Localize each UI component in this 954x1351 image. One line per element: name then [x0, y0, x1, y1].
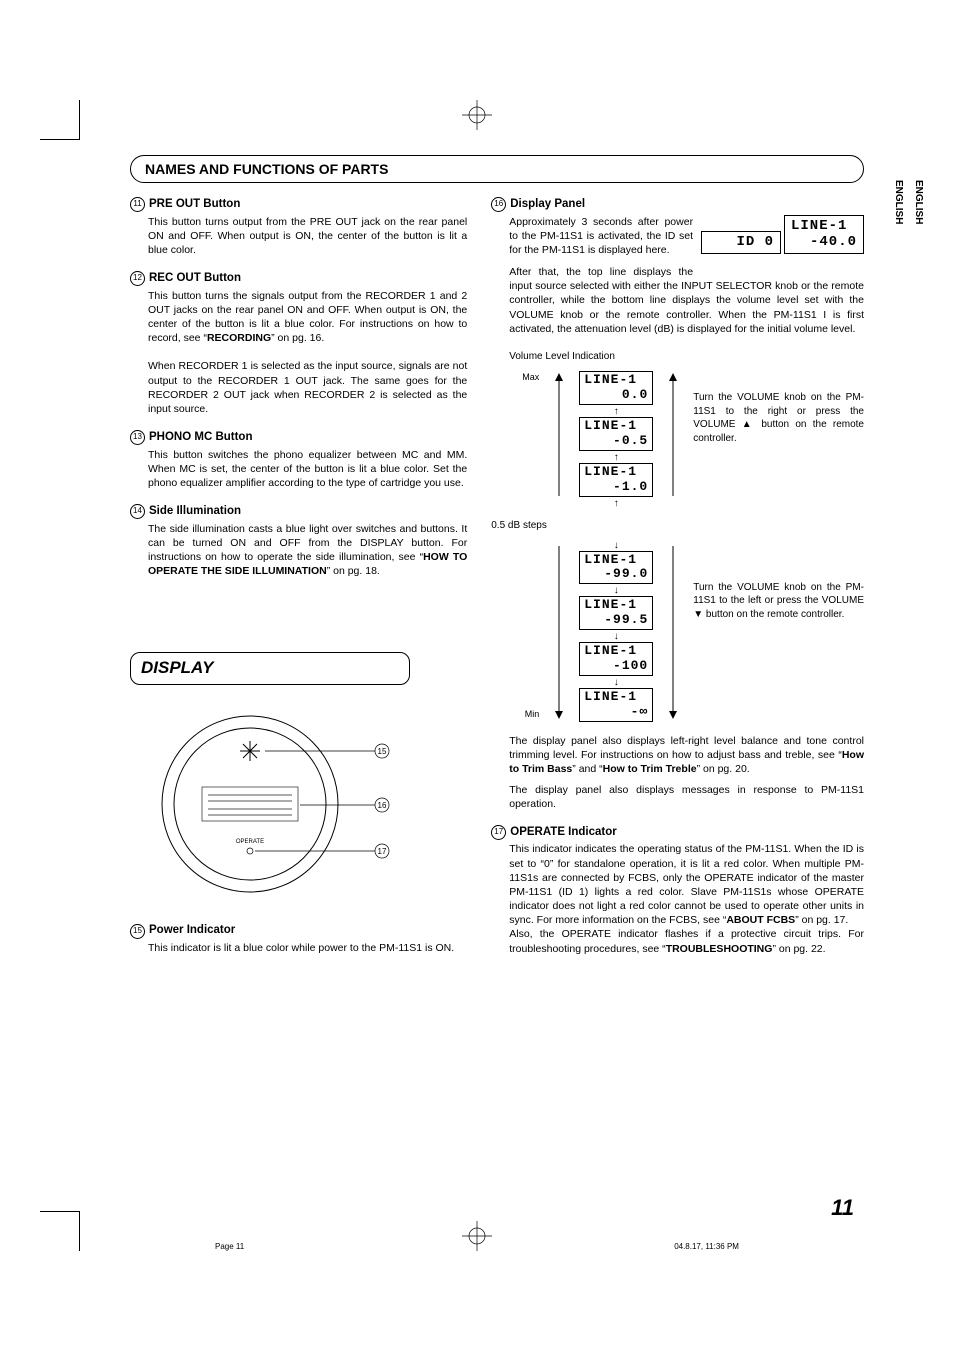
lcd-up-0: LINE-10.0	[579, 371, 653, 405]
item-13-body: This button switches the phono equalizer…	[148, 448, 467, 491]
down-arrow-icon: ↓	[614, 586, 619, 596]
item-15-body: This indicator is lit a blue color while…	[148, 941, 467, 955]
circled-14: 14	[130, 504, 145, 519]
volume-diagram-up: Max LINE-10.0 ↑ LINE-1-0.5 ↑ LINE-1-1.0 …	[509, 371, 864, 509]
right-column: 16 Display Panel ID 0 LINE-1 -40.0 Appro…	[491, 197, 864, 970]
item-15-title-text: Power Indicator	[149, 923, 235, 939]
item-13-title: 13 PHONO MC Button	[130, 430, 467, 446]
item-16-title-text: Display Panel	[510, 197, 585, 213]
svg-text:OPERATE: OPERATE	[236, 839, 264, 845]
circled-11: 11	[130, 197, 145, 212]
page-number: 11	[831, 1195, 854, 1221]
item-11-body: This button turns output from the PRE OU…	[148, 215, 467, 258]
lcd-up-1: LINE-1-0.5	[579, 417, 653, 451]
item-14-title-text: Side Illumination	[149, 504, 241, 520]
item-16-body-3: The display panel also displays left-rig…	[509, 734, 864, 777]
step-label: 0.5 dB steps	[491, 519, 864, 533]
item-14-body: The side illumination casts a blue light…	[148, 522, 467, 579]
up-arrow-icon: ↑	[614, 499, 619, 509]
item-11-title: 11 PRE OUT Button	[130, 197, 467, 213]
display-diagram: OPERATE 15 16 17	[140, 709, 467, 903]
lcd-dn-3: LINE-1-∞	[579, 688, 653, 722]
item-12-body: This button turns the signals output fro…	[148, 289, 467, 417]
item-14-title: 14 Side Illumination	[130, 504, 467, 520]
item-17-title: 17 OPERATE Indicator	[491, 825, 864, 841]
item-11-title-text: PRE OUT Button	[149, 197, 240, 213]
language-tab: ENGLISH	[893, 180, 904, 224]
item-17-body: This indicator indicates the operating s…	[509, 842, 864, 955]
up-arrow-icon: ↑	[614, 407, 619, 417]
down-arrow-icon: ↓	[614, 678, 619, 688]
svg-text:16: 16	[378, 801, 387, 810]
circled-16: 16	[491, 197, 506, 212]
down-arrow-icon: ↓	[614, 541, 619, 551]
registration-mark-top	[462, 100, 492, 130]
down-arrow-icon: ↓	[614, 632, 619, 642]
vol-down-text: Turn the VOLUME knob on the PM-11S1 to t…	[693, 581, 864, 622]
item-12-title-text: REC OUT Button	[149, 271, 241, 287]
svg-text:15: 15	[378, 747, 387, 756]
lcd-up-2: LINE-1-1.0	[579, 463, 653, 497]
section-header-display: DISPLAY	[130, 652, 410, 685]
circled-15: 15	[130, 924, 145, 939]
volume-diagram-down: Min ↓ LINE-1-99.0 ↓ LINE-1-99.5 ↓ LINE-1…	[509, 541, 864, 725]
item-15-title: 15 Power Indicator	[130, 923, 467, 939]
footer-right: 04.8.17, 11:36 PM	[674, 1242, 739, 1251]
lcd-id: ID 0	[701, 231, 781, 254]
item-16-title: 16 Display Panel	[491, 197, 864, 213]
item-16-body: ID 0 LINE-1 -40.0 Approximately 3 second…	[509, 215, 864, 336]
vli-label: Volume Level Indication	[509, 350, 864, 364]
left-column: 11 PRE OUT Button This button turns outp…	[130, 197, 467, 970]
item-17-title-text: OPERATE Indicator	[510, 825, 617, 841]
item-16-body-4: The display panel also displays messages…	[509, 783, 864, 811]
lcd-line-vol: LINE-1 -40.0	[784, 215, 864, 255]
section-header-names: NAMES AND FUNCTIONS OF PARTS	[130, 155, 864, 183]
lcd-dn-1: LINE-1-99.5	[579, 596, 653, 630]
footer-left: Page 11	[215, 1242, 244, 1251]
item-12-title: 12 REC OUT Button	[130, 271, 467, 287]
lcd-dn-0: LINE-1-99.0	[579, 551, 653, 585]
circled-12: 12	[130, 271, 145, 286]
language-tab-2: ENGLISH	[913, 180, 924, 224]
circled-17: 17	[491, 825, 506, 840]
footer-meta: Page 11 04.8.17, 11:36 PM	[0, 1242, 954, 1251]
vol-up-text: Turn the VOLUME knob on the PM-11S1 to t…	[693, 391, 864, 445]
cropmark-top-left	[40, 100, 80, 140]
lcd-dn-2: LINE-1-100	[579, 642, 653, 676]
item-13-title-text: PHONO MC Button	[149, 430, 252, 446]
svg-text:17: 17	[378, 847, 387, 856]
circled-13: 13	[130, 430, 145, 445]
up-arrow-icon: ↑	[614, 453, 619, 463]
lcd-examples: ID 0 LINE-1 -40.0	[701, 215, 864, 267]
